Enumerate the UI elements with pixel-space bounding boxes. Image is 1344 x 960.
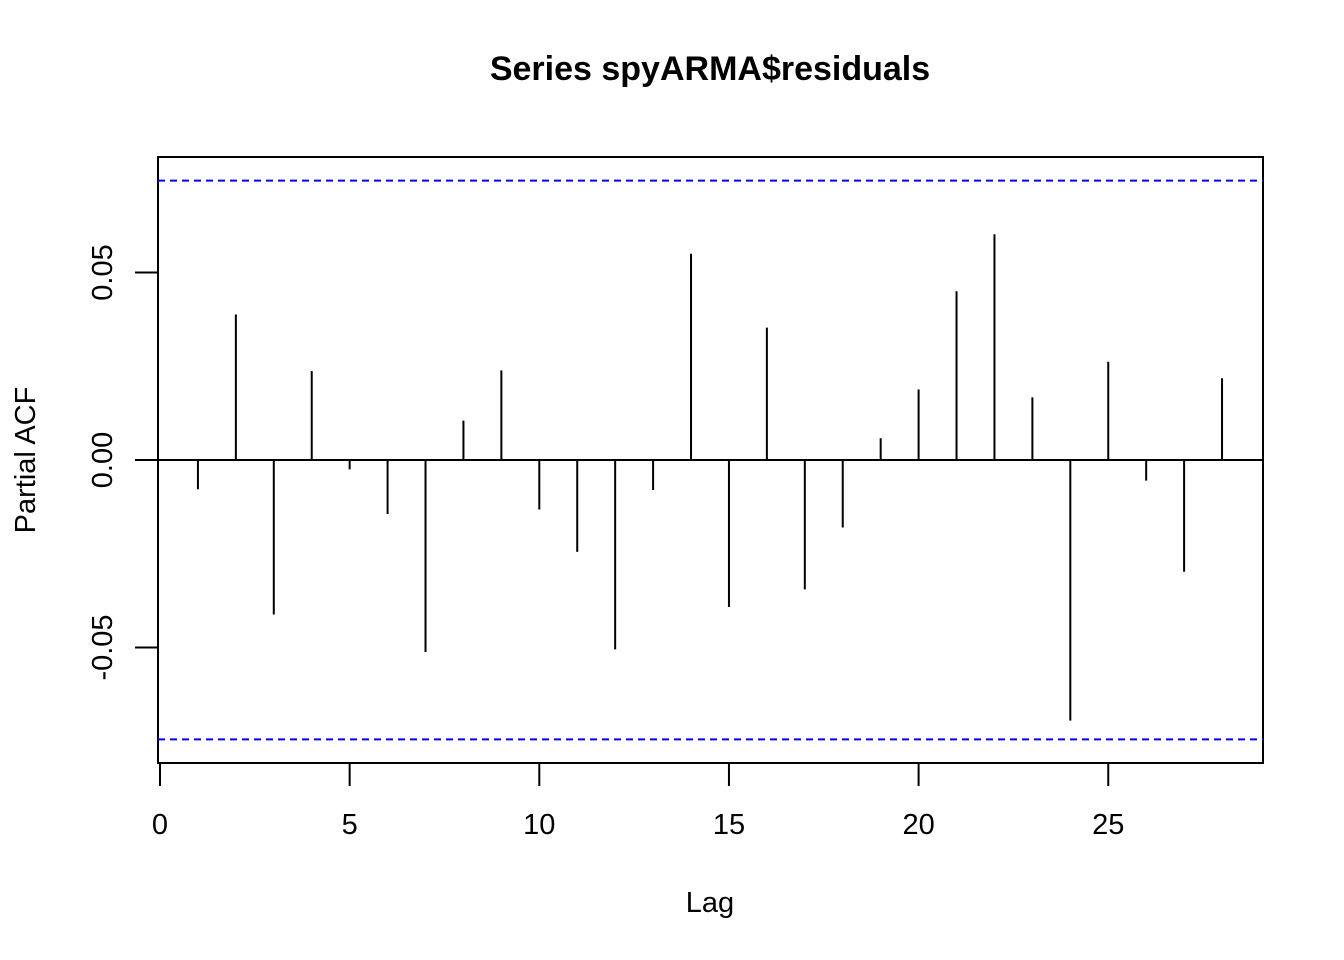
x-tick-label: 10 <box>523 809 555 841</box>
x-tick-label: 5 <box>342 809 358 841</box>
y-axis: -0.05 0.00 0.05 <box>87 244 159 681</box>
x-axis-label: Lag <box>686 887 734 919</box>
x-tick-label: 25 <box>1092 809 1124 841</box>
x-tick-label: 20 <box>902 809 934 841</box>
y-axis-label: Partial ACF <box>10 387 42 534</box>
chart-title: Series spyARMA$residuals <box>490 50 930 88</box>
confidence-limits <box>158 179 1263 741</box>
x-tick-label: 15 <box>713 809 745 841</box>
y-tick-label: 0.05 <box>87 244 119 300</box>
pacf-bars <box>196 234 1224 721</box>
y-tick-label: -0.05 <box>87 614 119 680</box>
x-axis: 0 5 10 15 20 25 <box>152 762 1124 841</box>
x-tick-label: 0 <box>152 809 168 841</box>
y-tick-label: 0.00 <box>87 432 119 488</box>
